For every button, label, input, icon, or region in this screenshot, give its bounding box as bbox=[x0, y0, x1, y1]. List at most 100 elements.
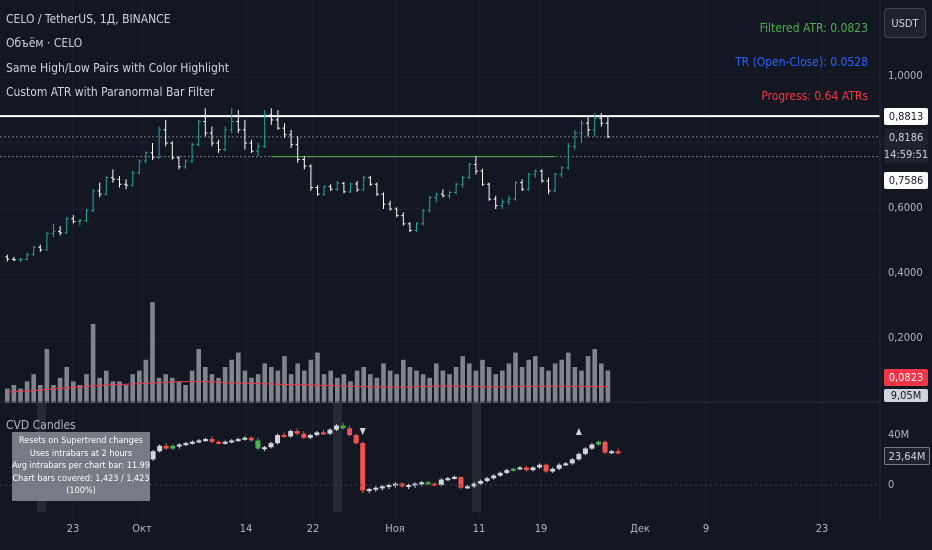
cvd-body bbox=[556, 464, 562, 469]
cvd-body bbox=[163, 445, 169, 449]
cvd-body bbox=[458, 476, 464, 488]
cvd-body bbox=[248, 437, 254, 441]
volume-bar bbox=[467, 363, 472, 403]
volume-bar bbox=[374, 377, 380, 403]
cvd-body bbox=[360, 443, 366, 491]
volume-bar bbox=[44, 349, 50, 403]
volume-bar bbox=[506, 363, 512, 403]
volume-bar bbox=[123, 385, 129, 403]
volume-bar bbox=[104, 370, 109, 403]
cvd-body bbox=[432, 483, 438, 486]
progress-value: Progress: 0.64 ATRs bbox=[761, 89, 868, 103]
volume-bar bbox=[401, 359, 406, 403]
cvd-body bbox=[327, 429, 333, 434]
volume-bar bbox=[407, 367, 413, 403]
indicator-custom-atr[interactable]: Custom ATR with Paranormal Bar Filter bbox=[6, 85, 215, 99]
volume-bar bbox=[249, 377, 254, 403]
cvd-pane-title[interactable]: CVD Candles bbox=[6, 418, 76, 432]
volume-bar bbox=[64, 367, 69, 403]
volume-bar bbox=[275, 370, 281, 403]
symbol-title[interactable]: CELO / TetherUS, 1Д, BINANCE bbox=[6, 12, 171, 26]
cvd-body bbox=[301, 433, 307, 438]
volume-bar bbox=[599, 363, 604, 403]
volume-bar bbox=[38, 385, 43, 403]
volume-bar bbox=[453, 367, 459, 403]
info-line: Chart bars covered: 1,423 / 1,423 (100%) bbox=[12, 473, 150, 497]
cvd-body bbox=[347, 428, 353, 436]
indicator-same-high-low[interactable]: Same High/Low Pairs with Color Highlight bbox=[6, 61, 229, 75]
volume-bar bbox=[163, 374, 168, 403]
volume-bar bbox=[460, 356, 465, 403]
volume-bar bbox=[288, 374, 294, 403]
volume-bar bbox=[196, 349, 201, 403]
volume-bars bbox=[5, 302, 611, 403]
cvd-body bbox=[196, 440, 202, 443]
cvd-body bbox=[275, 435, 281, 444]
cvd-body bbox=[334, 425, 339, 430]
tr-open-close-value: TR (Open-Close): 0.0528 bbox=[735, 55, 868, 69]
supertrend-highlight-2 bbox=[333, 402, 342, 512]
volume-bar bbox=[566, 352, 571, 403]
cvd-body bbox=[268, 443, 274, 448]
cvd-body bbox=[353, 435, 359, 444]
volume-bar bbox=[183, 385, 188, 403]
cvd-body bbox=[386, 485, 392, 487]
cvd-candles bbox=[137, 422, 621, 494]
price-tick: 0,2000 bbox=[888, 331, 923, 344]
volume-bar bbox=[493, 374, 498, 403]
grid-lines bbox=[0, 0, 880, 520]
volume-bar bbox=[539, 367, 545, 403]
indicator-volume[interactable]: Объём · CELO bbox=[6, 36, 83, 50]
info-line: Resets on Supertrend changes bbox=[19, 436, 143, 446]
cvd-body bbox=[491, 475, 497, 479]
cvd-body bbox=[425, 482, 431, 485]
cvd-body bbox=[445, 478, 451, 481]
volume-bar bbox=[209, 374, 215, 403]
cvd-body bbox=[406, 485, 412, 487]
cvd-body bbox=[379, 486, 385, 489]
volume-bar bbox=[486, 367, 492, 403]
cvd-body bbox=[563, 463, 569, 466]
volume-bar bbox=[117, 381, 122, 403]
price-candles bbox=[5, 108, 610, 262]
volume-bar bbox=[295, 363, 300, 403]
cvd-body bbox=[373, 487, 379, 490]
price-tick: 0,4000 bbox=[888, 266, 923, 279]
volume-bar bbox=[348, 381, 353, 403]
currency-button[interactable]: USDT bbox=[884, 8, 926, 38]
cvd-body bbox=[150, 451, 156, 460]
volume-bar bbox=[110, 381, 116, 403]
cvd-body bbox=[582, 448, 588, 454]
info-line: Uses intrabars at 2 hours bbox=[29, 448, 133, 459]
last-price-label: 0,8186 bbox=[884, 129, 928, 146]
cvd-body bbox=[550, 468, 556, 472]
volume-bar bbox=[236, 352, 241, 403]
cvd-body bbox=[235, 439, 241, 442]
supertrend-up-arrow bbox=[575, 428, 582, 435]
cvd-body bbox=[176, 444, 182, 447]
cvd-body bbox=[340, 425, 346, 429]
volume-bar bbox=[361, 367, 366, 403]
cvd-body bbox=[510, 468, 516, 471]
volume-bar bbox=[5, 388, 10, 403]
cvd-body bbox=[255, 440, 261, 449]
cvd-body bbox=[537, 464, 543, 468]
cvd-body bbox=[320, 432, 326, 435]
volume-price-label: 9,05M bbox=[884, 389, 928, 402]
cvd-body bbox=[307, 435, 313, 438]
cvd-body bbox=[517, 467, 523, 470]
volume-bar bbox=[328, 370, 333, 403]
volume-bar bbox=[480, 359, 485, 403]
cvd-body bbox=[497, 472, 503, 476]
cvd-body bbox=[419, 482, 425, 485]
volume-bar bbox=[242, 370, 248, 403]
volume-bar bbox=[447, 374, 452, 403]
date-tick: Окт bbox=[132, 522, 152, 535]
volume-bar bbox=[90, 323, 96, 403]
cvd-body bbox=[576, 453, 582, 460]
date-tick: 22 bbox=[306, 522, 320, 535]
cvd-current-label: 23,64M bbox=[884, 447, 930, 465]
cvd-body bbox=[216, 441, 222, 444]
volume-bar bbox=[368, 374, 373, 403]
